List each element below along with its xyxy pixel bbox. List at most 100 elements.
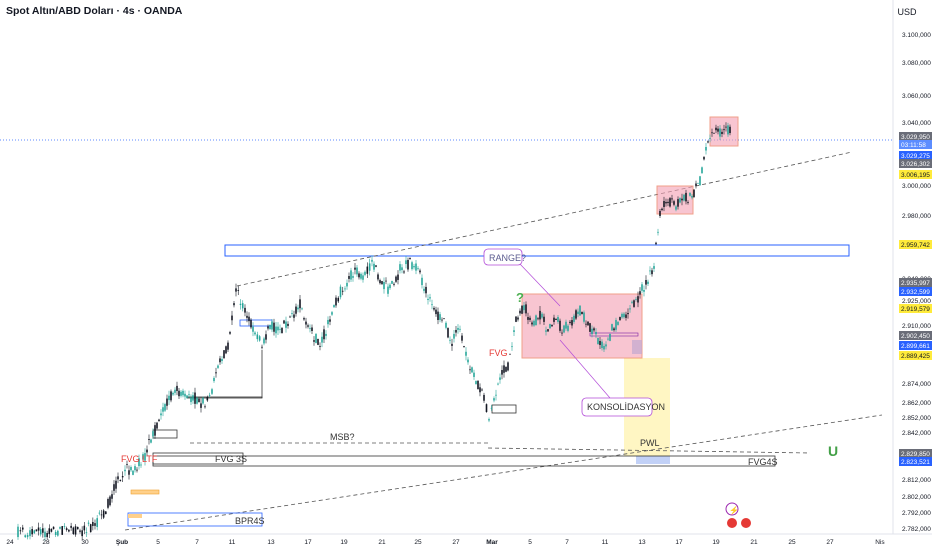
candle-body (217, 365, 219, 368)
candle-body (391, 280, 393, 284)
candle-body (24, 535, 26, 538)
candle-body (221, 359, 223, 362)
candle-body (85, 532, 88, 533)
price-label-text: 2.829,850 (901, 451, 930, 458)
svg-text:⚡: ⚡ (729, 505, 739, 515)
candle-body (613, 328, 615, 331)
candle-body (657, 231, 659, 233)
candle-body (669, 198, 671, 207)
time-tick-label: 11 (229, 539, 236, 546)
candle-body (121, 476, 124, 478)
candle-body (83, 525, 86, 531)
candle-body (681, 198, 683, 201)
time-tick-label: 28 (42, 539, 50, 546)
candle-body (156, 422, 158, 429)
fvg-label: FVG (489, 348, 508, 358)
time-tick-label: 5 (156, 539, 160, 546)
candle-body (565, 321, 567, 329)
candle-body (352, 276, 354, 278)
candle-body (537, 318, 539, 320)
candle-body (471, 367, 473, 373)
time-tick-label: Şub (116, 539, 128, 546)
candle-body (401, 267, 403, 271)
candle-body (81, 530, 83, 537)
time-tick-label: 27 (452, 539, 460, 546)
candle-body (501, 370, 503, 375)
price-tick-label: 2.802,000 (902, 494, 931, 501)
candle-body (729, 126, 731, 134)
currency-button[interactable]: USD (897, 7, 917, 17)
candle-body (33, 530, 36, 534)
time-axis: 24 28 30 Şub 5 7 11 13 17 19 21 25 27 Mar 5 7 11 13 17 19 21… (6, 539, 885, 546)
candle-body (335, 297, 337, 306)
time-tick-label: 17 (675, 539, 683, 546)
candle-body (511, 346, 513, 348)
fvg4s-label: FVG4S (748, 457, 778, 467)
candle-body (567, 325, 569, 331)
candle-body (461, 335, 463, 341)
candle-body (549, 324, 551, 329)
candle-body (389, 284, 391, 289)
candle-body (425, 286, 427, 294)
lightning-event-icon (725, 502, 739, 516)
price-tick-label: 3.080,000 (902, 60, 931, 67)
candle-body (371, 259, 373, 262)
candle-body (525, 304, 527, 314)
candle-body (96, 518, 98, 528)
candle-body (105, 511, 107, 515)
candle-body (575, 310, 577, 319)
candle-body (517, 317, 519, 320)
price-label-text: 3.006,195 (901, 172, 930, 179)
candle-body (72, 527, 75, 534)
candle-body (350, 270, 352, 280)
candle-body (237, 290, 240, 291)
candle-body (44, 531, 46, 538)
candle-body (152, 431, 154, 437)
candle-body (519, 310, 521, 314)
candle-body (415, 263, 417, 271)
candle-body (645, 280, 647, 285)
candle-body (57, 530, 59, 536)
consolidation-box-1 (656, 185, 694, 215)
candle-body (356, 267, 358, 275)
candle-body (52, 526, 55, 530)
price-tick-label: 2.874,000 (902, 381, 931, 388)
candle-body (701, 167, 703, 174)
candle-body (685, 192, 687, 202)
candle-body (291, 313, 293, 314)
price-label-bg (899, 170, 932, 179)
candle-body (344, 288, 346, 290)
candle-body (689, 192, 691, 196)
time-tick-label: 25 (414, 539, 422, 546)
price-tick-label: 2.980,000 (902, 213, 931, 220)
candle-body (451, 343, 453, 346)
candle-body (200, 403, 202, 408)
candle-body (675, 206, 677, 210)
candle-body (233, 303, 235, 306)
candle-body (194, 392, 196, 404)
candle-body (239, 303, 242, 306)
candle-body (515, 316, 517, 322)
magnet-icon: U (828, 443, 838, 459)
candle-body (275, 326, 277, 334)
symbol-title: Spot Altın/ABD Doları · 4s · OANDA (6, 5, 183, 17)
consolidation-callout-box (581, 397, 653, 417)
candle-body (305, 321, 307, 325)
time-tick-label: 13 (638, 539, 646, 546)
candle-body (599, 340, 601, 345)
candle-body (17, 526, 19, 538)
candle-body (673, 201, 675, 205)
candle-body (132, 470, 134, 475)
candle-body (22, 527, 24, 530)
candle-body (107, 499, 109, 508)
candle-body (337, 297, 340, 302)
price-tick-label: 2.782,000 (902, 526, 931, 533)
candle-body (307, 325, 309, 327)
candle-body (79, 530, 81, 532)
candle-body (360, 273, 362, 279)
candle-body (465, 351, 467, 356)
candle-body (683, 194, 685, 201)
time-tick-label: 7 (565, 539, 569, 546)
candle-body (327, 319, 329, 325)
